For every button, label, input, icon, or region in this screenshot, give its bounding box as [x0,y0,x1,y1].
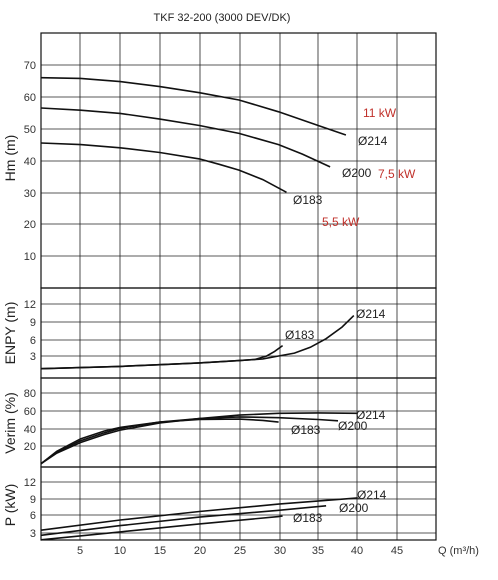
series-label: Ø183 [293,193,323,207]
y-tick-label: 50 [24,124,36,136]
series-line-head-0 [40,76,347,136]
y-tick-label: 6 [30,335,36,347]
series-line-power-2 [40,515,283,541]
series-line-efficiency-2 [40,418,279,465]
series-label: Ø214 [358,134,388,148]
y-tick-label: 20 [24,441,36,453]
x-tick-label: 35 [312,545,324,557]
y-tick-label: 10 [24,251,36,263]
series-label: Ø183 [285,328,315,342]
grid-lines [79,33,398,540]
y-axis-label: Hm (m) [2,135,18,182]
y-tick-label: 20 [24,219,36,231]
y-tick-label: 3 [30,351,36,363]
panel-frame [40,377,437,468]
y-tick-label: 6 [30,510,36,522]
y-axis-label: ENPY (m) [2,302,18,365]
x-tick-label: 5 [77,545,83,557]
y-tick-label: 40 [24,156,36,168]
y-tick-label: 40 [24,424,36,436]
series-label: Ø214 [356,408,386,422]
series-line-efficiency-0 [40,412,358,465]
series-line-power-0 [40,497,358,531]
x-tick-label: 10 [114,545,126,557]
series-line-npsh-0 [40,315,355,370]
x-tick-label: 15 [154,545,166,557]
power-label: 11 kW [363,106,397,120]
power-label: 7,5 kW [378,167,416,181]
panel-npsh: 3 6 9 12 ENPY (m) Ø214 Ø183 [2,287,437,379]
y-tick-label: 30 [24,188,36,200]
y-tick-label: 60 [24,92,36,104]
x-tick-label: 45 [391,545,403,557]
y-tick-label: 60 [24,406,36,418]
y-tick-label: 12 [24,477,36,489]
series-label: Ø183 [291,423,321,437]
x-tick-label: 30 [274,545,286,557]
x-tick-label: 25 [234,545,246,557]
panel-frame [40,32,437,289]
panel-frame [40,466,437,541]
series-label: Ø214 [356,307,386,321]
series-line-npsh-1 [40,344,284,370]
series-line-head-2 [40,142,287,194]
x-axis-label: Q (m³/h) [438,545,479,557]
power-label: 5,5 kW [322,215,360,229]
y-tick-label: 9 [30,494,36,506]
x-tick-label: 40 [351,545,363,557]
series-label: Ø200 [342,166,372,180]
panel-frame [40,287,437,379]
y-tick-label: 80 [24,388,36,400]
y-tick-label: 70 [24,60,36,72]
series-label: Ø214 [357,488,387,502]
series-label: Ø183 [293,511,323,525]
x-tick-label: 20 [194,545,206,557]
y-axis-label: Verim (%) [2,392,18,453]
series-line-head-1 [40,107,331,168]
y-tick-label: 12 [24,299,36,311]
y-axis-label: P (kW) [2,484,18,527]
chart-title: TKF 32-200 (3000 DEV/DK) [154,12,291,24]
series-line-power-1 [40,505,327,537]
series-label: Ø200 [339,501,369,515]
y-tick-label: 3 [30,528,36,540]
series-label: Ø200 [338,419,368,433]
y-tick-label: 9 [30,317,36,329]
panel-head: 10 20 30 40 50 60 70 Hm (m) Ø214 Ø200 Ø183 11 kW 7,5… [2,32,437,289]
